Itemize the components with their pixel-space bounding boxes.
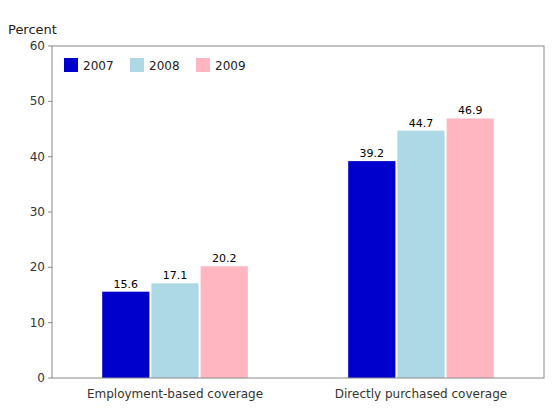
data-label: 17.1	[163, 269, 188, 282]
chart-svg: 0 10 20 30 40 50 60 Percent 15.6 17.1 20.2 39.2 44.7…	[0, 0, 560, 420]
y-tick	[48, 212, 52, 213]
y-tick	[48, 378, 52, 379]
legend-swatch	[130, 58, 144, 72]
data-label: 46.9	[458, 104, 483, 117]
data-label: 15.6	[114, 278, 139, 291]
y-tick-label: 10	[30, 316, 45, 330]
y-tick	[48, 267, 52, 268]
plot-frame	[52, 46, 544, 378]
y-tick	[48, 101, 52, 102]
x-tick-label: Directly purchased coverage	[335, 387, 507, 401]
bar	[102, 292, 149, 378]
legend-label: 2007	[83, 59, 114, 73]
bar	[397, 131, 444, 378]
chart-container: 0 10 20 30 40 50 60 Percent 15.6 17.1 20.2 39.2 44.7…	[0, 0, 560, 420]
y-axis-label: Percent	[8, 22, 57, 37]
y-tick-label: 0	[37, 371, 45, 385]
y-tick-label: 60	[30, 39, 45, 53]
x-tick-label: Employment-based coverage	[87, 387, 263, 401]
legend: 2007 2008 2009	[64, 58, 246, 73]
y-tick-label: 40	[30, 150, 45, 164]
y-tick-label: 20	[30, 260, 45, 274]
legend-label: 2008	[149, 59, 180, 73]
bar	[201, 266, 248, 378]
bar	[348, 161, 395, 378]
bars	[102, 118, 494, 378]
bar	[151, 283, 198, 378]
data-labels: 15.6 17.1 20.2 39.2 44.7 46.9	[114, 104, 483, 290]
legend-label: 2009	[215, 59, 246, 73]
legend-swatch	[196, 58, 210, 72]
y-tick	[48, 156, 52, 157]
y-tick-label: 50	[30, 94, 45, 108]
y-tick-label: 30	[30, 205, 45, 219]
data-label: 39.2	[360, 147, 385, 160]
y-tick	[48, 46, 52, 47]
data-label: 44.7	[409, 117, 434, 130]
bar	[447, 118, 494, 378]
data-label: 20.2	[212, 252, 237, 265]
legend-swatch	[64, 58, 78, 72]
y-tick	[48, 322, 52, 323]
